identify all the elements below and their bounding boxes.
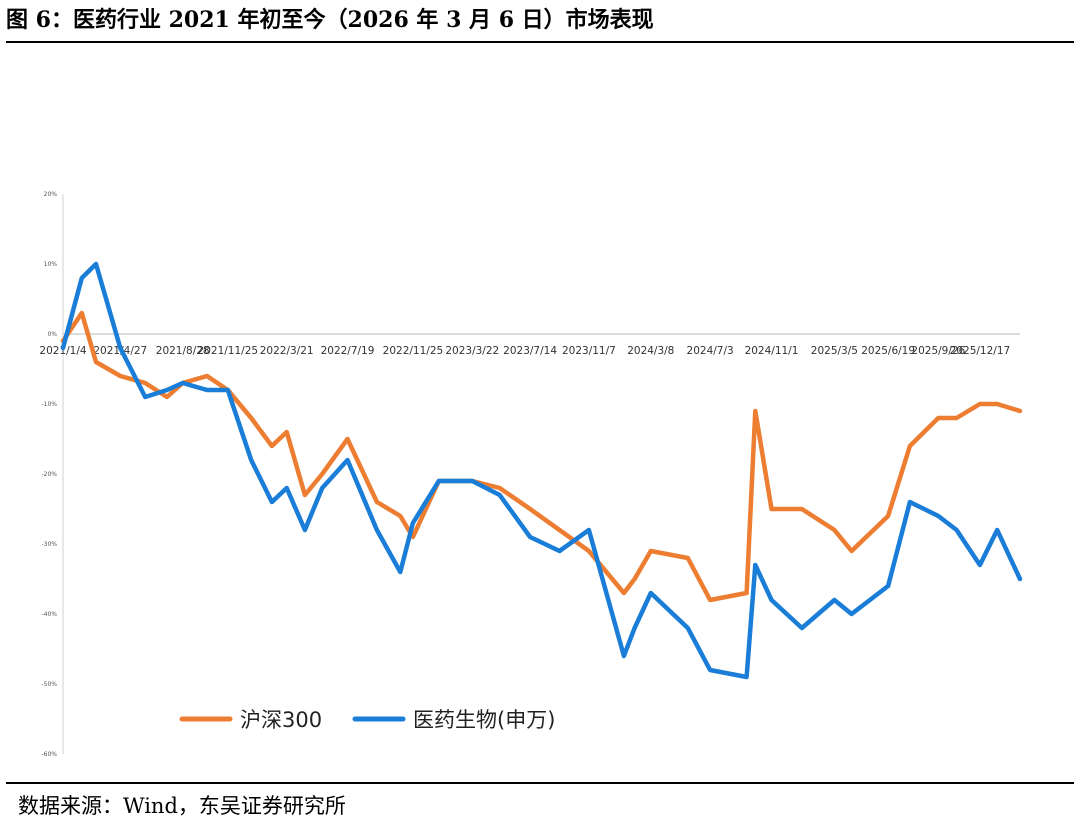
x-tick-label: 2024/7/3: [687, 345, 734, 357]
y-tick-label: -60%: [41, 751, 57, 758]
series-line-hs300: [60, 310, 1023, 603]
x-tick-label: 2023/11/7: [562, 345, 616, 357]
title-rule: [6, 41, 1074, 43]
y-tick-label: 20%: [44, 191, 58, 198]
figure-title: 图 6：医药行业 2021 年初至今（2026 年 3 月 6 日）市场表现: [6, 7, 654, 33]
x-tick-label: 2023/7/14: [503, 345, 557, 357]
x-tick-label: 2021/11/25: [198, 345, 259, 357]
y-tick-label: 10%: [44, 261, 58, 268]
y-tick-label: 0%: [47, 331, 57, 338]
series-layer: [60, 261, 1023, 680]
y-axis: 20% 10% 0% -10% -20% -30% -40% -50% -60%: [41, 191, 64, 758]
y-tick-label: -50%: [41, 681, 57, 688]
legend-label: 医药生物(申万): [413, 708, 555, 732]
series-line-pharma: [60, 261, 1023, 680]
y-tick-label: -30%: [41, 541, 57, 548]
legend: 沪深300 医药生物(申万): [179, 708, 555, 732]
x-tick-label: 2024/3/8: [627, 345, 674, 357]
x-tick-label: 2023/3/22: [445, 345, 499, 357]
x-tick-label: 2025/9/26: [911, 345, 965, 357]
y-tick-label: -10%: [41, 401, 57, 408]
y-tick-label: -20%: [41, 471, 57, 478]
x-tick-label: 2022/11/25: [383, 345, 444, 357]
source-rule: [6, 782, 1074, 784]
x-tick-label: 2024/11/1: [745, 345, 799, 357]
legend-label: 沪深300: [240, 708, 322, 732]
source-note: 数据来源：Wind，东吴证券研究所: [18, 794, 346, 818]
x-tick-label: 2022/3/21: [260, 345, 314, 357]
x-tick-label: 2022/7/19: [321, 345, 375, 357]
x-tick-label: 2021/1/4: [39, 345, 86, 357]
x-tick-label: 2021/8/28: [156, 345, 210, 357]
x-tick-label: 2025/12/17: [950, 345, 1011, 357]
x-tick-label: 2025/6/19: [861, 345, 915, 357]
x-tick-label: 2025/3/5: [811, 345, 858, 357]
y-tick-label: -40%: [41, 611, 57, 618]
